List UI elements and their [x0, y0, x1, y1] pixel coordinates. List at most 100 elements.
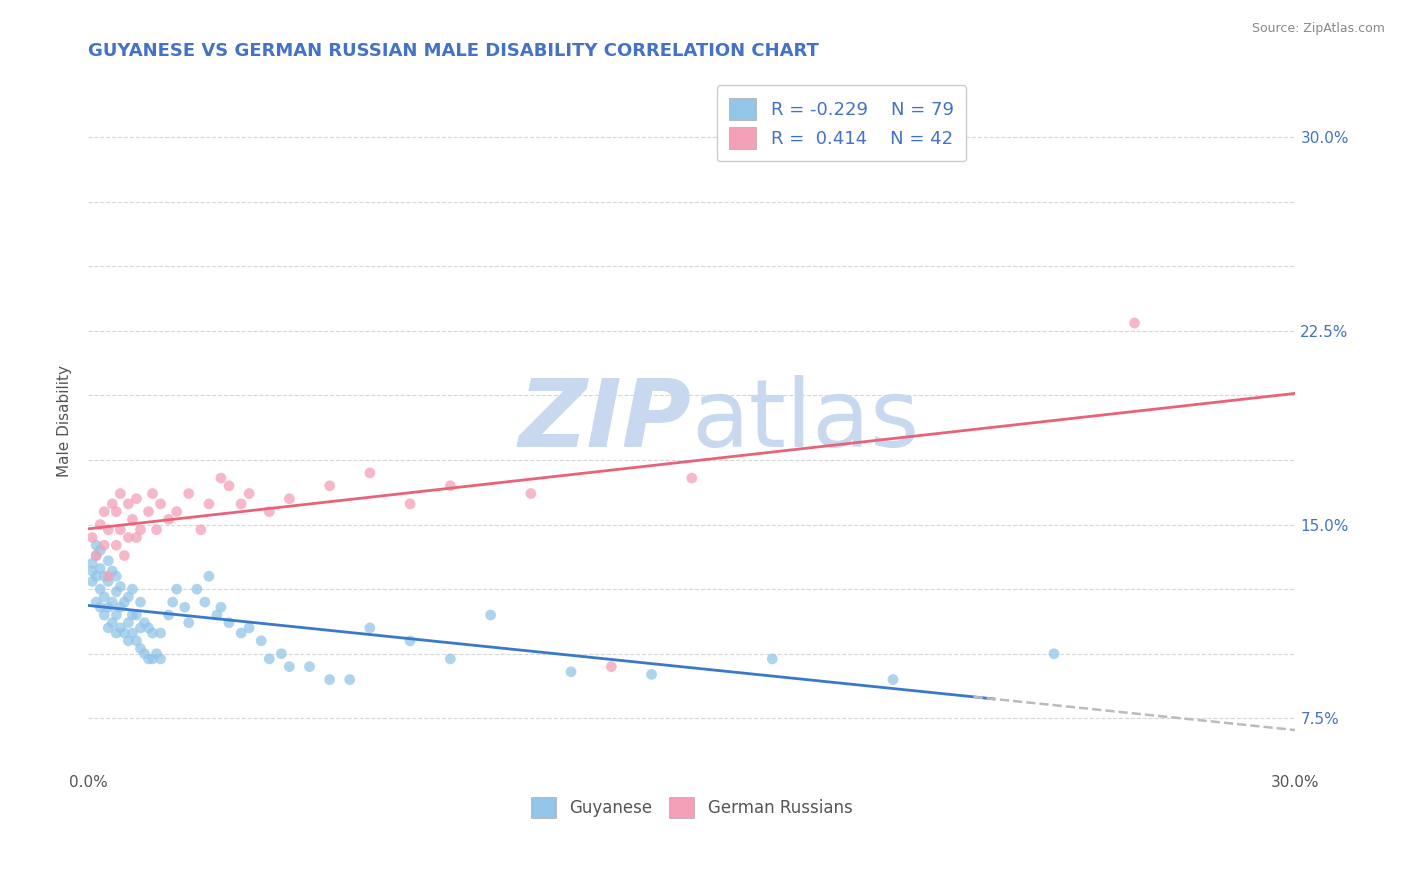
Text: atlas: atlas — [692, 376, 920, 467]
Point — [761, 652, 783, 666]
Point — [110, 523, 132, 537]
Point — [112, 595, 135, 609]
Text: GUYANESE VS GERMAN RUSSIAN MALE DISABILITY CORRELATION CHART: GUYANESE VS GERMAN RUSSIAN MALE DISABILI… — [89, 42, 820, 60]
Point — [101, 615, 124, 630]
Point — [318, 479, 340, 493]
Point — [359, 466, 381, 480]
Point — [97, 621, 120, 635]
Point — [186, 582, 208, 596]
Point — [105, 584, 128, 599]
Point — [105, 607, 128, 622]
Point — [93, 607, 115, 622]
Point — [110, 486, 132, 500]
Point — [110, 580, 132, 594]
Point — [278, 659, 301, 673]
Point — [520, 486, 543, 500]
Point — [82, 531, 104, 545]
Point — [89, 582, 111, 596]
Point — [145, 647, 167, 661]
Point — [121, 582, 143, 596]
Point — [141, 652, 163, 666]
Point — [138, 652, 160, 666]
Point — [205, 607, 228, 622]
Point — [141, 486, 163, 500]
Point — [439, 479, 461, 493]
Point — [177, 615, 200, 630]
Point — [238, 486, 260, 500]
Point — [194, 595, 217, 609]
Point — [173, 600, 195, 615]
Point — [129, 641, 152, 656]
Point — [157, 512, 180, 526]
Point — [145, 523, 167, 537]
Point — [84, 595, 107, 609]
Point — [121, 626, 143, 640]
Point — [190, 523, 212, 537]
Point — [97, 574, 120, 589]
Point — [600, 659, 623, 673]
Point — [229, 497, 252, 511]
Point — [439, 652, 461, 666]
Point — [134, 647, 156, 661]
Point — [93, 505, 115, 519]
Point — [105, 505, 128, 519]
Point — [399, 633, 422, 648]
Point — [97, 600, 120, 615]
Point — [177, 486, 200, 500]
Point — [84, 538, 107, 552]
Point — [101, 564, 124, 578]
Point — [141, 626, 163, 640]
Point — [257, 652, 280, 666]
Point — [84, 549, 107, 563]
Point — [218, 615, 240, 630]
Point — [125, 491, 148, 506]
Point — [112, 549, 135, 563]
Point — [89, 517, 111, 532]
Point — [560, 665, 582, 679]
Point — [105, 538, 128, 552]
Point — [121, 607, 143, 622]
Point — [84, 569, 107, 583]
Point — [1123, 316, 1146, 330]
Text: ZIP: ZIP — [519, 376, 692, 467]
Point — [138, 505, 160, 519]
Point — [339, 673, 361, 687]
Point — [105, 626, 128, 640]
Point — [97, 569, 120, 583]
Point — [209, 471, 232, 485]
Point — [125, 607, 148, 622]
Point — [97, 554, 120, 568]
Point — [166, 505, 188, 519]
Point — [117, 633, 139, 648]
Point — [209, 600, 232, 615]
Point — [93, 538, 115, 552]
Point — [117, 531, 139, 545]
Point — [110, 621, 132, 635]
Point — [1043, 647, 1066, 661]
Point — [93, 590, 115, 604]
Point — [278, 491, 301, 506]
Point — [129, 595, 152, 609]
Point — [218, 479, 240, 493]
Point — [149, 626, 172, 640]
Point — [89, 543, 111, 558]
Point — [117, 497, 139, 511]
Point — [89, 561, 111, 575]
Point — [318, 673, 340, 687]
Point — [117, 615, 139, 630]
Point — [89, 600, 111, 615]
Point — [117, 590, 139, 604]
Point — [149, 497, 172, 511]
Point — [359, 621, 381, 635]
Point — [97, 523, 120, 537]
Point — [198, 497, 221, 511]
Point — [129, 523, 152, 537]
Point — [229, 626, 252, 640]
Legend: Guyanese, German Russians: Guyanese, German Russians — [524, 791, 859, 824]
Text: Source: ZipAtlas.com: Source: ZipAtlas.com — [1251, 22, 1385, 36]
Point — [125, 531, 148, 545]
Point — [298, 659, 321, 673]
Point — [129, 621, 152, 635]
Point — [112, 626, 135, 640]
Point — [125, 633, 148, 648]
